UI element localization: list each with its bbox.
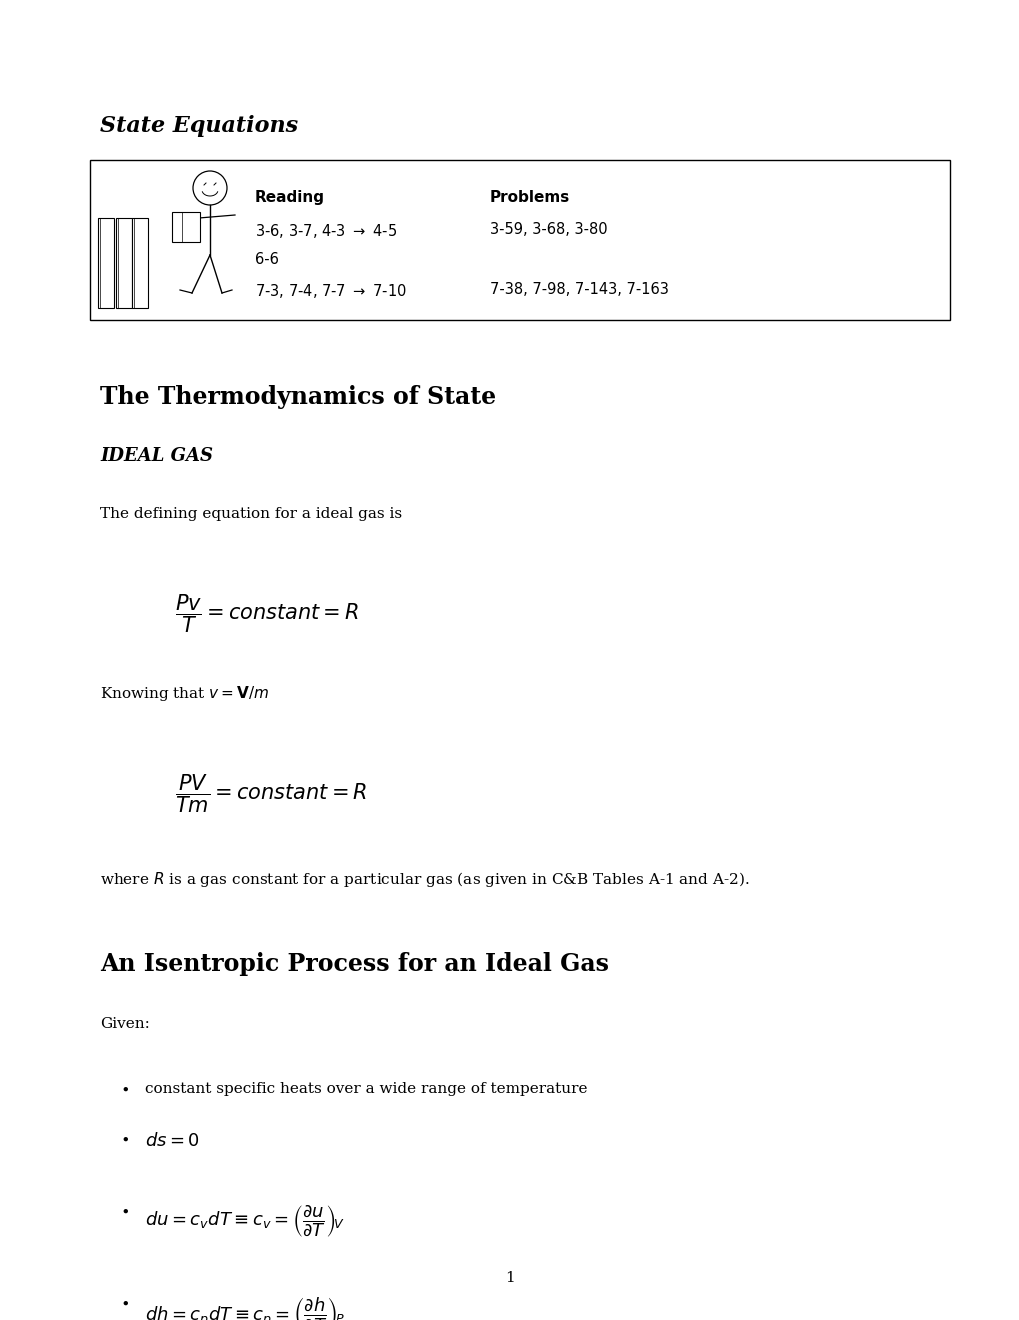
Text: 1: 1 bbox=[504, 1271, 515, 1284]
Text: $\dfrac{PV}{Tm} = \mathit{constant} = R$: $\dfrac{PV}{Tm} = \mathit{constant} = R$ bbox=[175, 772, 367, 814]
Circle shape bbox=[193, 172, 227, 205]
Bar bbox=[98, 218, 114, 308]
Text: $\bullet$: $\bullet$ bbox=[120, 1296, 128, 1309]
Bar bbox=[116, 218, 131, 308]
Text: $\dfrac{Pv}{T} = \mathit{constant} = R$: $\dfrac{Pv}{T} = \mathit{constant} = R$ bbox=[175, 591, 359, 635]
Text: where $\mathbf{\mathit{R}}$ is a gas constant for a particular gas (as given in : where $\mathbf{\mathit{R}}$ is a gas con… bbox=[100, 870, 749, 888]
Text: 7-38, 7-98, 7-143, 7-163: 7-38, 7-98, 7-143, 7-163 bbox=[489, 282, 668, 297]
Text: $ds = 0$: $ds = 0$ bbox=[145, 1133, 200, 1150]
Text: $dh = c_p dT \equiv c_p = \left(\dfrac{\partial h}{\partial T}\right)_{\!P}$: $dh = c_p dT \equiv c_p = \left(\dfrac{\… bbox=[145, 1296, 345, 1320]
Text: The Thermodynamics of State: The Thermodynamics of State bbox=[100, 385, 495, 409]
Text: constant specific heats over a wide range of temperature: constant specific heats over a wide rang… bbox=[145, 1082, 587, 1096]
Text: An Isentropic Process for an Ideal Gas: An Isentropic Process for an Ideal Gas bbox=[100, 952, 608, 975]
Text: $\bullet$: $\bullet$ bbox=[120, 1133, 128, 1146]
Text: 7-3, 7-4, 7-7 $\rightarrow$ 7-10: 7-3, 7-4, 7-7 $\rightarrow$ 7-10 bbox=[255, 282, 407, 300]
Text: Given:: Given: bbox=[100, 1016, 150, 1031]
Text: $\bullet$: $\bullet$ bbox=[120, 1204, 128, 1218]
Text: Reading: Reading bbox=[255, 190, 325, 205]
Text: IDEAL GAS: IDEAL GAS bbox=[100, 447, 213, 465]
Text: 3-59, 3-68, 3-80: 3-59, 3-68, 3-80 bbox=[489, 222, 607, 238]
Bar bbox=[90, 160, 949, 319]
Text: State Equations: State Equations bbox=[100, 115, 298, 137]
Text: The defining equation for a ideal gas is: The defining equation for a ideal gas is bbox=[100, 507, 401, 521]
Bar bbox=[172, 213, 200, 242]
Text: 3-6, 3-7, 4-3 $\rightarrow$ 4-5: 3-6, 3-7, 4-3 $\rightarrow$ 4-5 bbox=[255, 222, 396, 240]
Text: $\bullet$: $\bullet$ bbox=[120, 1082, 128, 1096]
Text: $du = c_v dT \equiv c_v = \left(\dfrac{\partial u}{\partial T}\right)_{\!V}$: $du = c_v dT \equiv c_v = \left(\dfrac{\… bbox=[145, 1204, 344, 1241]
Text: 6-6: 6-6 bbox=[255, 252, 278, 267]
Text: Knowing that $v = \mathbf{V}/m$: Knowing that $v = \mathbf{V}/m$ bbox=[100, 684, 269, 704]
Text: Problems: Problems bbox=[489, 190, 570, 205]
Bar bbox=[131, 218, 148, 308]
